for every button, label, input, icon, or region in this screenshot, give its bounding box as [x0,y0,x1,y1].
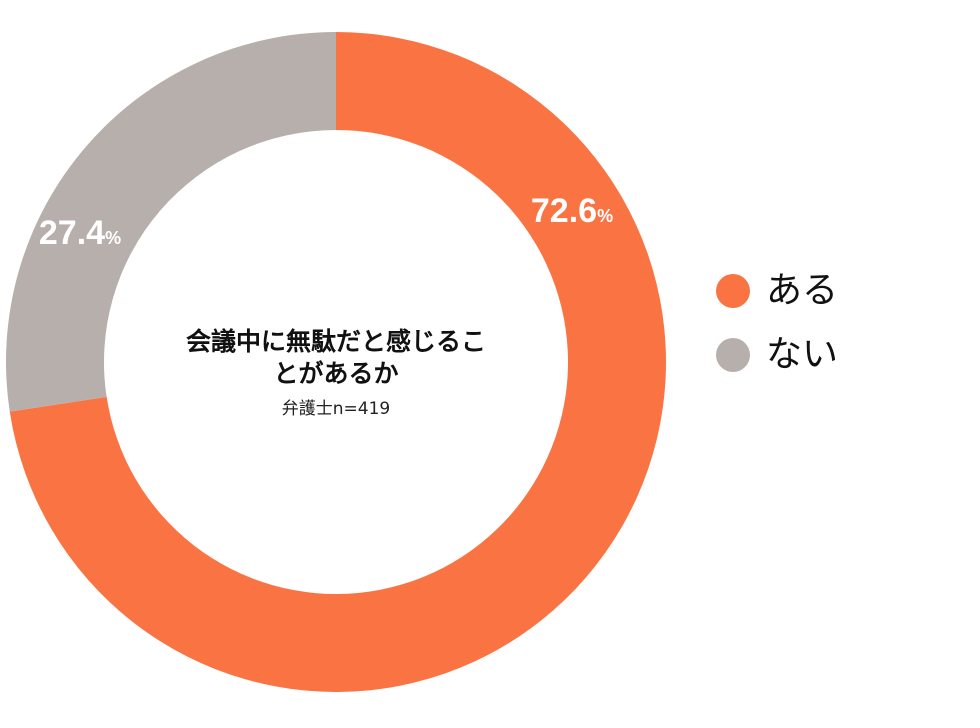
donut-value-number-0: 72.6 [531,192,597,230]
chart-center-title-line-1: 会議中に無駄だと感じるこ [185,327,486,356]
donut-value-unit-1: % [105,228,121,248]
donut-slice-0 [9,32,666,693]
donut-value-label-0: 72.6% [531,192,613,230]
legend-item-nai: ない [716,332,838,378]
chart-center-title-line-2: とがあるか [273,359,399,388]
donut-slices [5,32,666,693]
donut-value-label-1: 27.4% [39,214,121,252]
legend-label-nai: ない [766,334,839,375]
legend-swatch-nai [716,338,750,372]
donut-value-labels: 72.6%27.4% [39,192,613,252]
donut-value-unit-0: % [597,206,613,226]
legend-item-aru: ある [716,268,838,314]
legend-label-aru: ある [766,270,839,311]
donut-value-number-1: 27.4 [39,214,105,252]
chart-legend: ある ない [716,268,838,396]
donut-slice-1 [5,32,336,412]
legend-swatch-aru [716,274,750,308]
chart-center-subtitle: 弁護士n=419 [281,399,391,419]
